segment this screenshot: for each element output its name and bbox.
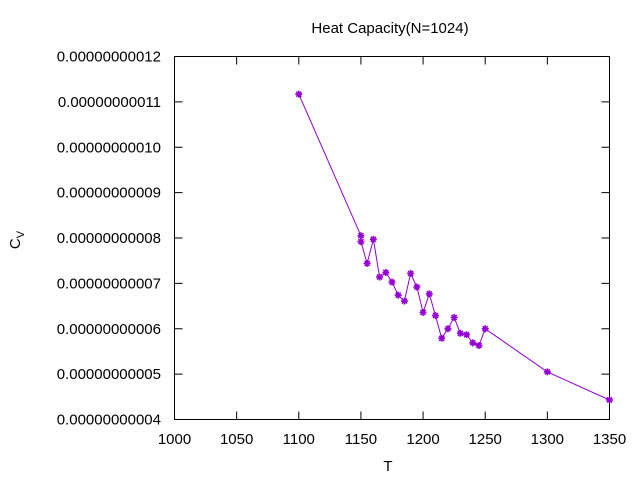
data-point (357, 232, 365, 240)
y-tick-label: 0.00000000007 (57, 275, 161, 292)
data-point (450, 313, 458, 321)
x-tick-label: 1050 (220, 431, 253, 448)
data-point (543, 368, 551, 376)
data-point (363, 259, 371, 267)
y-tick-label: 0.00000000005 (57, 366, 161, 383)
y-tick-label: 0.00000000006 (57, 321, 161, 338)
y-tick-label: 0.00000000012 (57, 49, 161, 66)
data-point (295, 90, 303, 98)
data-point (463, 331, 471, 339)
data-point (407, 269, 415, 277)
y-axis-label: CV (7, 230, 27, 249)
data-point (432, 312, 439, 320)
data-point (400, 297, 408, 305)
y-tick-label: 0.00000000011 (58, 94, 161, 111)
x-tick-label: 1200 (406, 431, 439, 448)
data-point (382, 268, 390, 276)
y-tick-label: 0.00000000004 (57, 412, 161, 429)
data-point (419, 308, 427, 316)
y-tick-label: 0.00000000008 (57, 230, 161, 247)
data-point (475, 342, 483, 350)
data-point (413, 283, 421, 291)
data-point (394, 291, 402, 299)
data-point (438, 334, 446, 342)
y-axis-label-sub: V (15, 230, 27, 238)
x-tick-label: 1250 (469, 431, 502, 448)
data-point (456, 329, 464, 337)
x-tick-label: 1150 (345, 431, 377, 448)
data-point (444, 325, 452, 333)
data-point (369, 235, 377, 243)
data-point (357, 238, 365, 246)
data-point (425, 290, 433, 298)
x-tick-label: 1300 (531, 431, 564, 448)
data-point (481, 325, 489, 333)
y-tick-label: 0.00000000009 (57, 185, 161, 202)
y-tick-label: 0.00000000010 (57, 139, 161, 156)
x-tick-label: 1100 (283, 431, 315, 448)
data-point (376, 273, 384, 281)
data-point (388, 278, 396, 286)
x-axis-label: T (383, 458, 392, 475)
x-axis-ticks: 1000 1050 1100 1150 1200 1250 1300 1350 (158, 56, 626, 448)
series-group (295, 90, 613, 404)
x-tick-label: 1000 (158, 431, 191, 448)
chart-title: Heat Capacity(N=1024) (311, 20, 468, 37)
x-tick-label: 1350 (593, 431, 626, 448)
data-point (606, 396, 613, 404)
y-axis-label-main: C (7, 238, 24, 249)
y-axis-ticks: 0.00000000004 0.00000000005 0.00000000006 0… (57, 49, 610, 429)
data-point (469, 339, 477, 347)
